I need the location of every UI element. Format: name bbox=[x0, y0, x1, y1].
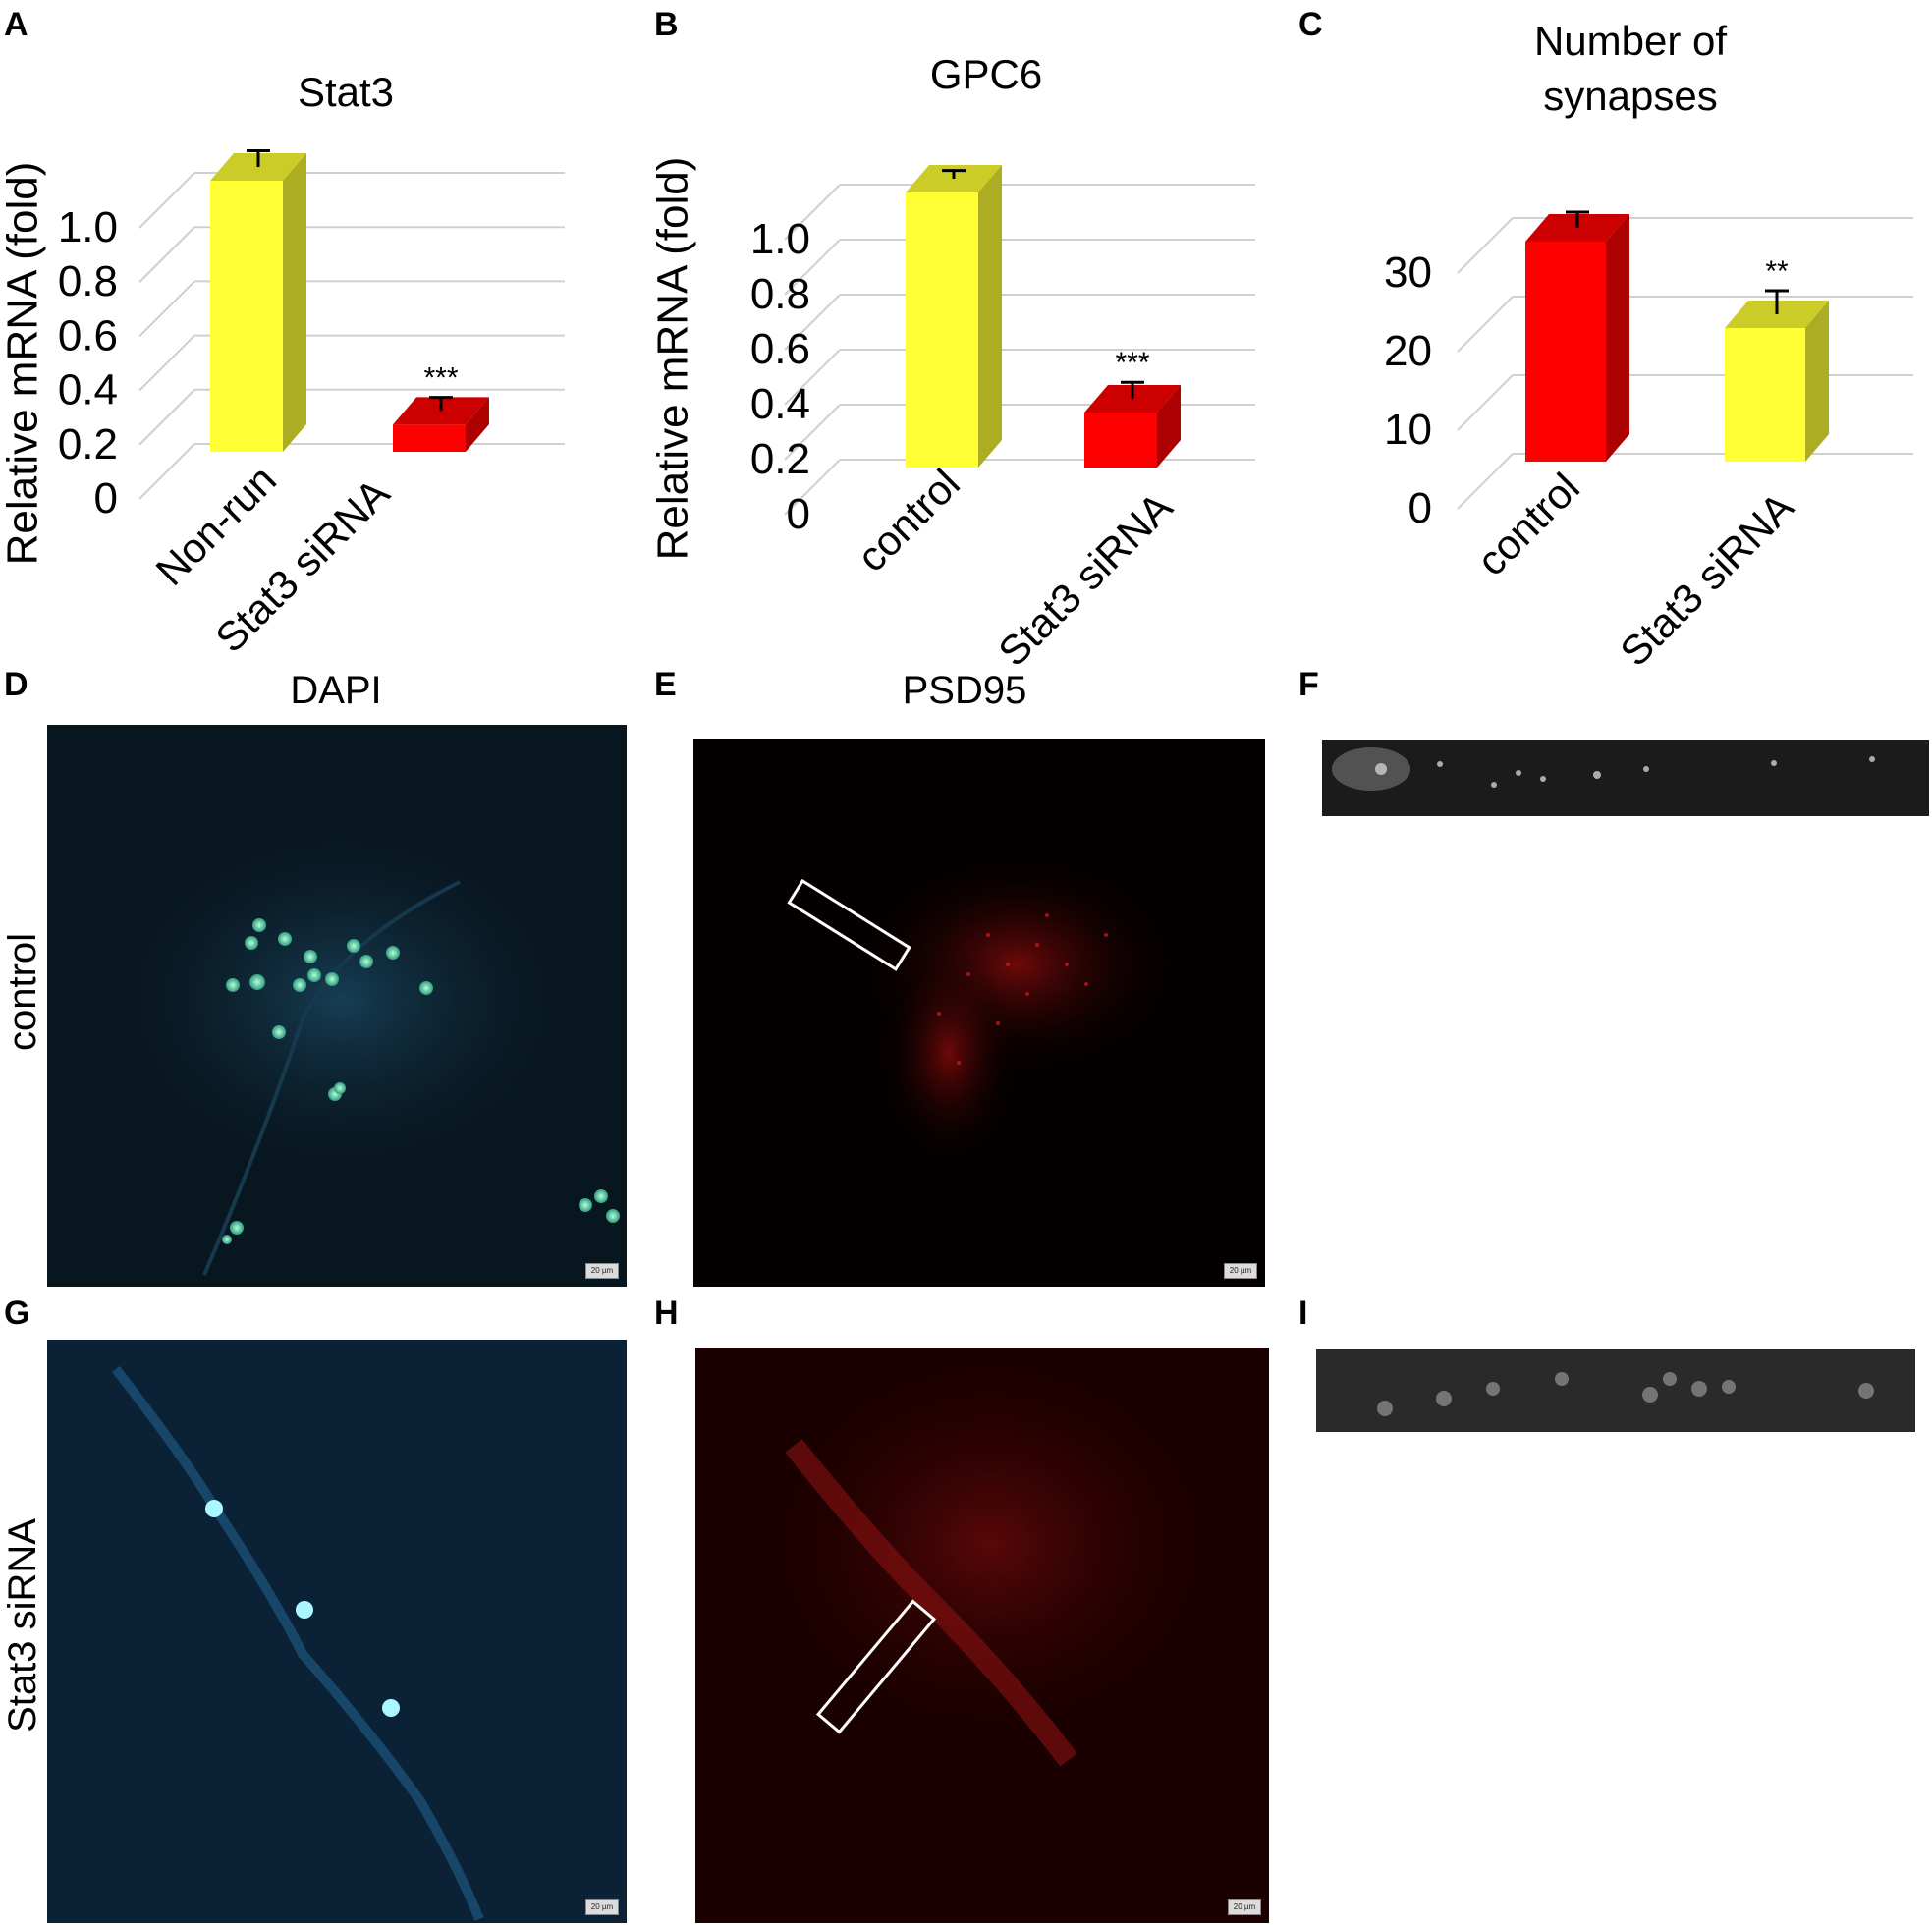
gridline-depth bbox=[784, 239, 841, 296]
y-tick-label: 0.2 bbox=[58, 420, 118, 468]
y-tick-label: 0.8 bbox=[750, 270, 810, 318]
y-tick-label: 0 bbox=[787, 490, 810, 538]
category-label: Stat3 siRNA bbox=[989, 483, 1181, 668]
panel-letter-i: I bbox=[1298, 1294, 1308, 1332]
y-tick-label: 20 bbox=[1384, 327, 1432, 375]
gridline-depth bbox=[784, 184, 841, 241]
category-label: Stat3 siRNA bbox=[1611, 483, 1802, 668]
bar-side bbox=[283, 153, 306, 452]
column-title-dapi: DAPI bbox=[290, 669, 381, 712]
panel-letter-h: H bbox=[654, 1294, 679, 1332]
chart-title: GPC6 bbox=[930, 51, 1042, 97]
row-label-sirna: Stat3 siRNA bbox=[1, 1518, 44, 1732]
y-tick-label: 30 bbox=[1384, 248, 1432, 297]
micrograph-dapi-control: 20 µm bbox=[47, 725, 627, 1287]
gridline-depth bbox=[784, 349, 841, 406]
y-tick-label: 0.6 bbox=[58, 311, 118, 359]
row-label-control: control bbox=[1, 933, 44, 1051]
chart-title: Number of bbox=[1534, 18, 1727, 64]
bar-side bbox=[466, 397, 489, 452]
chart-title: Stat3 bbox=[298, 69, 394, 115]
scale-bar-g: 20 µm bbox=[585, 1899, 619, 1915]
y-tick-label: 0 bbox=[1408, 484, 1432, 532]
significance-label: ** bbox=[1765, 255, 1789, 288]
panel-letter-d: D bbox=[4, 666, 28, 703]
panel-letter-c: C bbox=[1298, 6, 1323, 43]
dapi-control-nuclei bbox=[86, 803, 620, 1276]
y-tick-label: 0.4 bbox=[750, 380, 810, 428]
y-tick-label: 1.0 bbox=[58, 203, 118, 251]
dapi-sirna-nuclei bbox=[112, 1365, 484, 1921]
gridline-depth bbox=[1457, 453, 1514, 510]
significance-label: *** bbox=[423, 362, 458, 395]
gridline-depth bbox=[138, 389, 195, 446]
bar-side bbox=[1805, 301, 1829, 462]
psd95-control-signal bbox=[787, 856, 1175, 1161]
y-tick-label: 0.2 bbox=[750, 435, 810, 483]
roi-box-sirna bbox=[815, 1599, 937, 1734]
panel-letter-f: F bbox=[1298, 666, 1319, 703]
gridline-depth bbox=[1457, 217, 1514, 274]
chart-title: synapses bbox=[1543, 73, 1717, 119]
gridline-depth bbox=[138, 443, 195, 500]
bar bbox=[1525, 242, 1606, 462]
significance-label: *** bbox=[1115, 347, 1149, 379]
zoom-strip-sirna-puncta bbox=[1377, 1372, 1874, 1416]
y-tick-label: 0.6 bbox=[750, 325, 810, 373]
gridline-depth bbox=[1457, 374, 1514, 431]
bar bbox=[1084, 412, 1157, 468]
y-tick-label: 0 bbox=[94, 474, 118, 522]
bar-side bbox=[978, 165, 1002, 468]
gridline-depth bbox=[138, 280, 195, 338]
panel-letter-b: B bbox=[654, 6, 679, 43]
zoom-strip-control bbox=[1322, 740, 1929, 816]
bar-side bbox=[1157, 385, 1181, 468]
column-title-psd95: PSD95 bbox=[903, 669, 1027, 712]
panel-letter-e: E bbox=[654, 666, 677, 703]
scale-bar-d: 20 µm bbox=[585, 1263, 619, 1279]
y-tick-label: 10 bbox=[1384, 406, 1432, 454]
panel-letter-g: G bbox=[4, 1294, 30, 1332]
micrograph-psd95-control: 20 µm bbox=[693, 739, 1265, 1287]
gridline-depth bbox=[784, 404, 841, 461]
gridline-depth bbox=[1457, 296, 1514, 353]
y-axis-label: Relative mRNA (fold) bbox=[0, 162, 47, 566]
scale-bar-h: 20 µm bbox=[1228, 1899, 1261, 1915]
zoom-strip-control-puncta bbox=[1332, 747, 1875, 791]
bar bbox=[1725, 328, 1805, 462]
panel-letter-a: A bbox=[4, 6, 28, 43]
y-tick-label: 1.0 bbox=[750, 215, 810, 263]
zoom-strip-sirna bbox=[1316, 1349, 1915, 1432]
scale-bar-e: 20 µm bbox=[1224, 1263, 1257, 1279]
micrograph-dapi-sirna: 20 µm bbox=[47, 1340, 627, 1923]
roi-box-control bbox=[787, 878, 911, 971]
category-label: control bbox=[849, 461, 968, 580]
psd95-sirna-signal bbox=[735, 1348, 1245, 1767]
category-label: control bbox=[1468, 465, 1588, 584]
y-tick-label: 0.8 bbox=[58, 257, 118, 305]
bar bbox=[393, 424, 466, 452]
gridline-depth bbox=[138, 172, 195, 229]
gridline-depth bbox=[784, 294, 841, 351]
bar bbox=[210, 181, 283, 452]
gridline-depth bbox=[138, 226, 195, 283]
bar bbox=[906, 192, 978, 468]
micrograph-psd95-sirna: 20 µm bbox=[695, 1348, 1269, 1923]
bar-side bbox=[1606, 214, 1629, 462]
y-axis-label: Relative mRNA (fold) bbox=[649, 157, 697, 561]
gridline-depth bbox=[138, 334, 195, 392]
y-tick-label: 0.4 bbox=[58, 366, 118, 414]
gridline-depth bbox=[784, 459, 841, 516]
